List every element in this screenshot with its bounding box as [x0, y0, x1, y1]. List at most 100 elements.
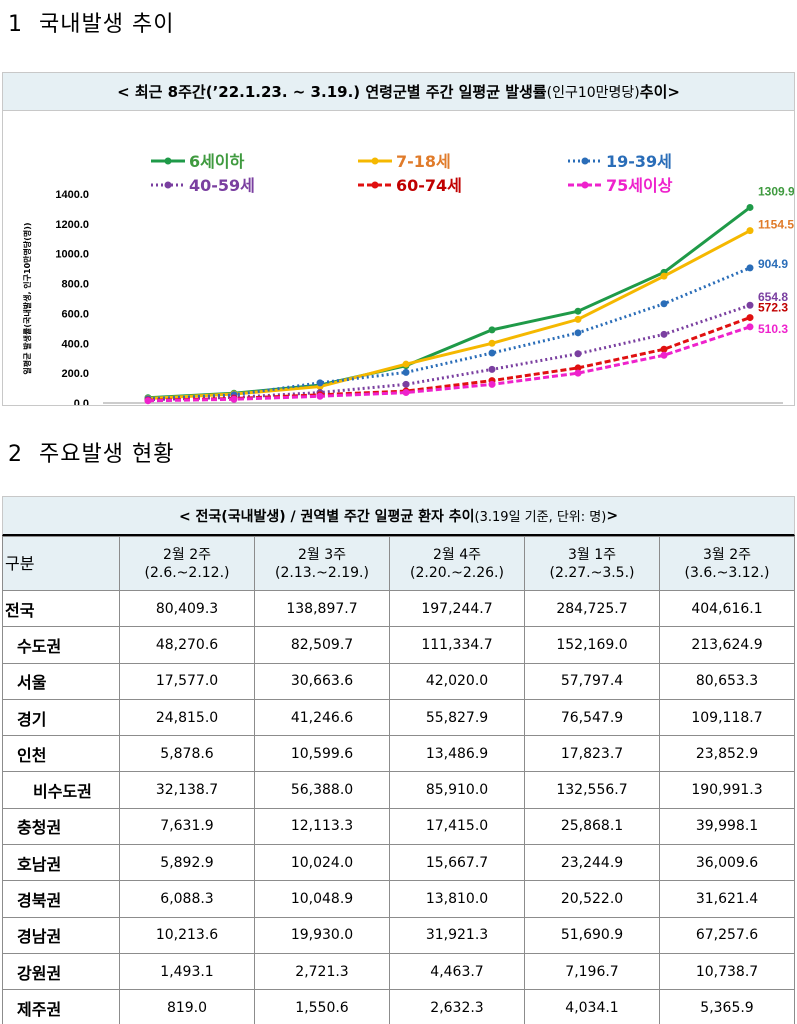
- row-value: 25,868.1: [524, 807, 660, 846]
- series-line-7-18세: [147, 229, 751, 401]
- row-value: 23,244.9: [524, 844, 660, 882]
- row-value: 36,009.6: [659, 844, 795, 882]
- y-tick-label: 200.0: [61, 368, 89, 380]
- table-body: 전국 80,409.3 138,897.7 197,244.7 284,725.7 404…: [2, 589, 795, 1024]
- row-label: 충청권: [2, 807, 120, 846]
- chart-title-main: < 최근 8주간(’22.1.23. ~ 3.19.) 연령군별 주간 일평균 …: [117, 83, 547, 101]
- row-value: 76,547.9: [524, 698, 660, 737]
- data-point: [746, 323, 754, 331]
- row-value: 80,409.3: [119, 589, 255, 628]
- data-point: [746, 203, 754, 211]
- row-value: 284,725.7: [524, 589, 660, 628]
- row-value: 57,797.4: [524, 662, 660, 700]
- table-row: 인천 5,878.6 10,599.6 13,486.9 17,823.7 23,852.…: [2, 735, 795, 773]
- row-value: 10,599.6: [254, 735, 390, 773]
- row-label: 호남권: [2, 844, 120, 882]
- data-point: [316, 392, 324, 400]
- row-value: 152,169.0: [524, 626, 660, 664]
- row-value: 56,388.0: [254, 771, 390, 809]
- row-value: 5,892.9: [119, 844, 255, 882]
- row-value: 51,690.9: [524, 916, 660, 954]
- row-value: 1,493.1: [119, 952, 255, 991]
- row-value: 32,138.7: [119, 771, 255, 809]
- table-corner-cell: 구분: [2, 536, 120, 591]
- header-week: 2월 4주: [432, 546, 482, 563]
- y-tick-label: 1400.0: [55, 189, 89, 201]
- header-week: 3월 1주: [567, 546, 617, 563]
- header-range: (2.6.~2.12.): [144, 564, 230, 581]
- section1-title: 국내발생 추이: [39, 12, 175, 37]
- legend-marker: [164, 181, 172, 189]
- row-value: 7,196.7: [524, 952, 660, 991]
- end-value-label: 572.3: [758, 301, 788, 315]
- end-value-label: 1154.5: [758, 218, 794, 232]
- row-label: 경기: [2, 698, 120, 737]
- header-week: 2월 3주: [297, 546, 347, 563]
- row-value: 23,852.9: [659, 735, 795, 773]
- row-value: 42,020.0: [389, 662, 525, 700]
- y-tick-label: 0.0: [74, 398, 89, 405]
- legend-marker: [371, 181, 379, 189]
- y-tick-label: 1000.0: [55, 249, 89, 261]
- row-value: 20,522.0: [524, 880, 660, 918]
- row-value: 80,653.3: [659, 662, 795, 700]
- table-row: 경북권 6,088.3 10,048.9 13,810.0 20,522.0 31,621…: [2, 880, 795, 918]
- row-value: 5,878.6: [119, 735, 255, 773]
- row-label: 경남권: [2, 916, 120, 954]
- row-value: 48,270.6: [119, 626, 255, 664]
- table-header-4: 3월 1주 (2.27.~3.5.): [524, 536, 660, 591]
- table-title-sub: (3.19일 기준, 단위: 명): [474, 510, 607, 525]
- row-label: 인천: [2, 735, 120, 773]
- data-point: [746, 227, 754, 235]
- row-value: 404,616.1: [659, 589, 795, 628]
- table-header-1: 2월 2주 (2.6.~2.12.): [119, 536, 255, 591]
- data-point: [660, 272, 668, 280]
- row-value: 190,991.3: [659, 771, 795, 809]
- section2-heading: 2 주요발생 현황: [8, 436, 174, 468]
- row-value: 109,118.7: [659, 698, 795, 737]
- row-value: 19,930.0: [254, 916, 390, 954]
- header-range: (2.13.~2.19.): [275, 564, 369, 581]
- row-value: 30,663.6: [254, 662, 390, 700]
- row-value: 31,621.4: [659, 880, 795, 918]
- row-value: 138,897.7: [254, 589, 390, 628]
- end-value-label: 904.9: [758, 257, 788, 271]
- data-point: [660, 300, 668, 308]
- row-value: 197,244.7: [389, 589, 525, 628]
- section2-title: 주요발생 현황: [39, 442, 175, 467]
- data-point: [488, 380, 496, 388]
- y-tick-label: 1200.0: [55, 219, 89, 231]
- region-table: 구분 2월 2주 (2.6.~2.12.) 2월 3주 (2.13.~2.19.) 2월…: [2, 536, 795, 1024]
- legend-label: 75세이상: [606, 176, 673, 195]
- table-row: 수도권 48,270.6 82,509.7 111,334.7 152,169.0 213…: [2, 626, 795, 664]
- data-point: [488, 326, 496, 334]
- row-value: 6,088.3: [119, 880, 255, 918]
- data-point: [402, 368, 410, 376]
- end-value-label: 654.8: [758, 290, 788, 304]
- row-value: 55,827.9: [389, 698, 525, 737]
- legend-marker: [581, 157, 589, 165]
- data-point: [402, 360, 410, 368]
- data-point: [574, 307, 582, 315]
- y-tick-label: 600.0: [61, 308, 89, 320]
- legend-marker: [581, 181, 589, 189]
- row-value: 111,334.7: [389, 626, 525, 664]
- row-label: 전국: [2, 589, 120, 628]
- data-point: [488, 339, 496, 347]
- data-point: [574, 329, 582, 337]
- table-row: 경남권 10,213.6 19,930.0 31,921.3 51,690.9 67,25…: [2, 916, 795, 954]
- data-point: [230, 395, 238, 403]
- series-line-6세이하: [147, 206, 751, 400]
- data-point: [660, 351, 668, 359]
- table-header-5: 3월 2주 (3.6.~3.12.): [659, 536, 795, 591]
- legend-label: 7-18세: [396, 152, 451, 171]
- row-label: 수도권: [2, 626, 120, 664]
- legend-label: 60-74세: [396, 176, 462, 195]
- row-value: 10,048.9: [254, 880, 390, 918]
- data-point: [660, 345, 668, 353]
- row-label: 비수도권: [2, 771, 120, 809]
- data-point: [144, 397, 152, 405]
- legend-label: 6세이하: [189, 152, 245, 171]
- legend-label: 40-59세: [189, 176, 255, 195]
- row-value: 4,463.7: [389, 952, 525, 991]
